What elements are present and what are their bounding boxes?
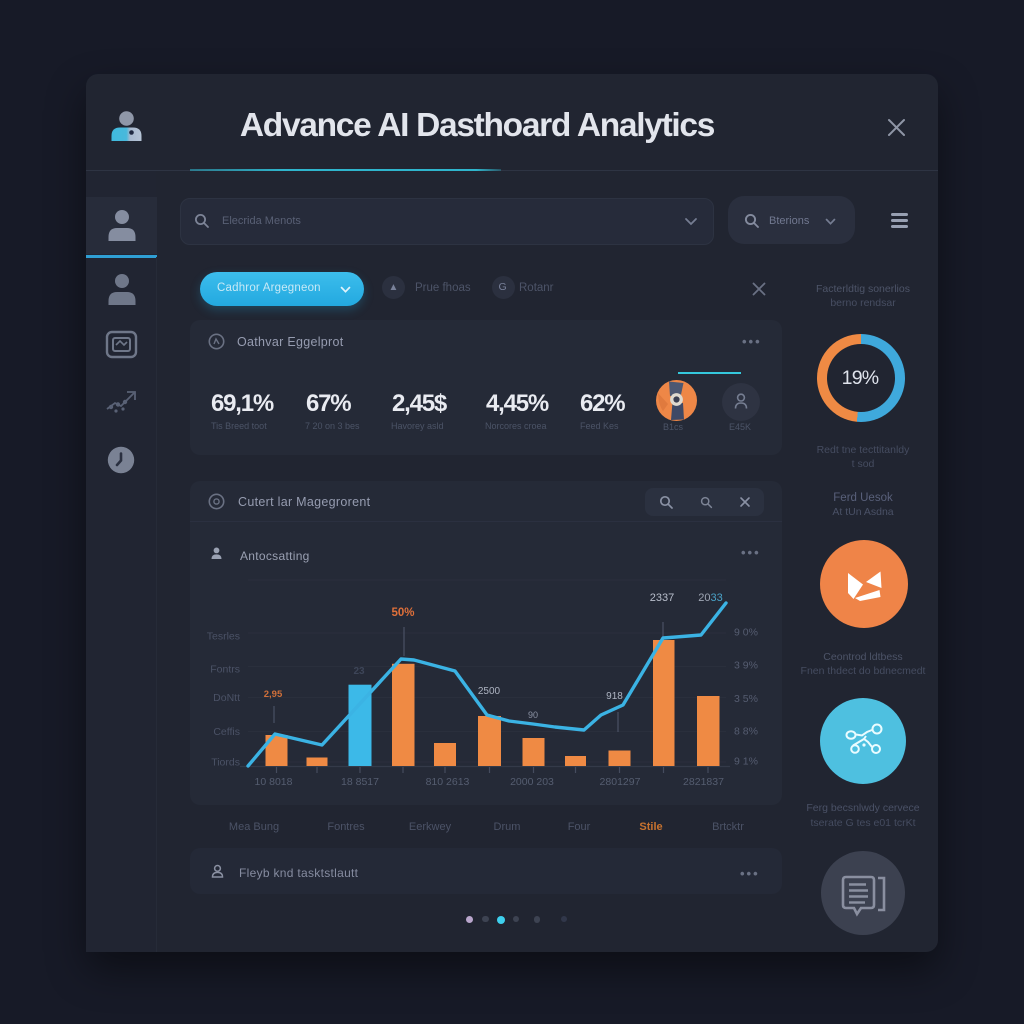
svg-text:2,95: 2,95 <box>264 689 283 700</box>
svg-text:Fontrs: Fontrs <box>210 664 240 676</box>
svg-text:23: 23 <box>353 666 365 677</box>
svg-text:9 1%: 9 1% <box>734 756 758 768</box>
svg-text:50%: 50% <box>391 607 414 619</box>
svg-text:918: 918 <box>606 691 623 702</box>
svg-text:2801297: 2801297 <box>600 776 641 788</box>
svg-text:Tesrles: Tesrles <box>207 631 240 643</box>
svg-text:9 0%: 9 0% <box>734 627 758 639</box>
svg-text:DoNtt: DoNtt <box>213 692 240 704</box>
svg-text:Tiords: Tiords <box>211 757 240 769</box>
svg-text:10 8018: 10 8018 <box>255 776 293 788</box>
svg-text:3 5%: 3 5% <box>734 693 758 705</box>
svg-text:2500: 2500 <box>478 686 501 697</box>
svg-text:2000 203: 2000 203 <box>510 776 554 788</box>
svg-text:2821837: 2821837 <box>683 776 724 788</box>
svg-text:3 9%: 3 9% <box>734 660 758 672</box>
svg-text:90: 90 <box>528 710 538 720</box>
svg-text:2337: 2337 <box>650 592 674 604</box>
svg-text:18 8517: 18 8517 <box>341 776 379 788</box>
svg-text:Ceffis: Ceffis <box>213 726 240 738</box>
svg-text:8 8%: 8 8% <box>734 726 758 738</box>
svg-text:810 2613: 810 2613 <box>426 776 470 788</box>
svg-text:2033: 2033 <box>698 592 723 604</box>
